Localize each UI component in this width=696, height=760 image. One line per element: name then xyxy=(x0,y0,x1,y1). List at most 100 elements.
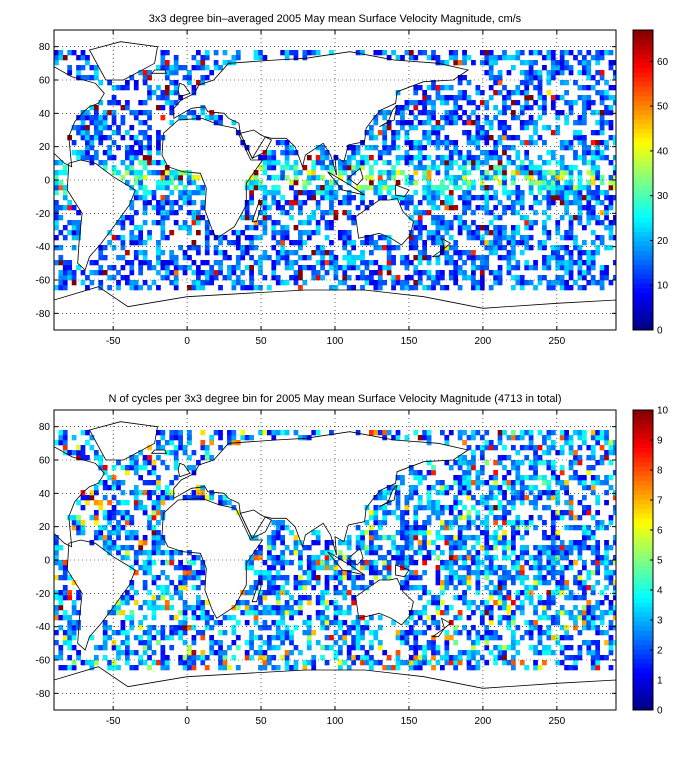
data-bin xyxy=(493,250,498,256)
data-bin xyxy=(444,565,450,571)
data-bin xyxy=(249,605,254,611)
data-bin xyxy=(111,515,117,521)
data-bin xyxy=(293,260,299,266)
data-bin xyxy=(98,115,104,121)
data-bin xyxy=(493,660,498,666)
colorbar-tick-label: 60 xyxy=(657,57,669,68)
data-bin xyxy=(475,165,481,171)
data-bin xyxy=(209,640,215,646)
data-bin xyxy=(271,230,277,236)
data-bin xyxy=(173,210,179,216)
data-bin xyxy=(58,650,64,656)
data-bin xyxy=(608,95,614,101)
data-bin xyxy=(559,275,565,281)
data-bin xyxy=(488,570,494,576)
data-bin xyxy=(510,500,516,506)
data-bin xyxy=(235,280,241,286)
data-bin xyxy=(417,630,423,636)
data-bin xyxy=(391,245,396,251)
data-bin xyxy=(386,170,392,176)
data-bin xyxy=(298,255,303,261)
data-bin xyxy=(298,230,303,236)
data-bin xyxy=(608,570,614,576)
data-bin xyxy=(613,610,616,616)
data-bin xyxy=(280,560,286,566)
data-bin xyxy=(324,155,330,161)
data-bin xyxy=(453,180,459,186)
data-bin xyxy=(89,145,95,151)
data-bin xyxy=(253,225,259,231)
data-bin xyxy=(227,430,232,436)
data-bin xyxy=(351,265,357,271)
data-bin xyxy=(417,655,423,661)
data-bin xyxy=(590,230,596,236)
data-bin xyxy=(142,155,148,161)
data-bin xyxy=(373,285,379,291)
data-bin xyxy=(298,540,303,546)
data-bin xyxy=(89,75,95,81)
data-bin xyxy=(555,620,561,626)
data-bin xyxy=(284,525,290,531)
data-bin xyxy=(453,630,459,636)
data-bin xyxy=(510,545,516,551)
data-bin xyxy=(178,265,183,271)
data-bin xyxy=(484,70,490,76)
data-bin xyxy=(493,145,498,151)
data-bin xyxy=(613,555,616,561)
data-bin xyxy=(333,615,339,621)
data-bin xyxy=(342,245,348,251)
data-bin xyxy=(466,80,472,86)
data-bin xyxy=(129,205,135,211)
data-bin xyxy=(488,635,494,641)
data-bin xyxy=(435,85,441,91)
data-bin xyxy=(235,605,241,611)
data-bin xyxy=(555,230,561,236)
data-bin xyxy=(231,640,237,646)
data-bin xyxy=(488,545,494,551)
data-bin xyxy=(559,255,565,261)
data-bin xyxy=(408,660,414,666)
data-bin xyxy=(475,590,481,596)
data-bin xyxy=(306,265,312,271)
data-bin xyxy=(178,585,183,591)
data-bin xyxy=(395,280,401,286)
data-bin xyxy=(506,205,512,211)
data-bin xyxy=(62,570,68,576)
data-bin xyxy=(404,660,410,666)
data-bin xyxy=(422,590,427,596)
data-bin xyxy=(493,115,498,121)
data-bin xyxy=(306,215,312,221)
data-bin xyxy=(515,595,521,601)
data-bin xyxy=(577,580,583,586)
data-bin xyxy=(209,495,215,501)
data-bin xyxy=(360,250,365,256)
data-bin xyxy=(413,205,419,211)
data-bin xyxy=(564,635,569,641)
data-bin xyxy=(386,110,392,116)
data-bin xyxy=(160,490,166,496)
data-bin xyxy=(493,470,498,476)
data-bin xyxy=(329,645,334,651)
x-tick-label: 100 xyxy=(327,336,344,347)
data-bin xyxy=(417,150,423,156)
data-bin xyxy=(373,660,379,666)
data-bin xyxy=(142,505,148,511)
data-bin xyxy=(329,195,334,201)
data-bin xyxy=(191,90,197,96)
data-bin xyxy=(151,545,157,551)
data-bin xyxy=(133,180,139,186)
data-bin xyxy=(573,135,578,141)
data-bin xyxy=(93,70,99,76)
data-bin xyxy=(408,180,414,186)
data-bin xyxy=(408,465,414,471)
x-tick-label: 150 xyxy=(401,336,418,347)
data-bin xyxy=(209,115,215,121)
data-bin xyxy=(298,170,303,176)
data-bin xyxy=(222,650,228,656)
data-bin xyxy=(417,525,423,531)
data-bin xyxy=(160,495,166,501)
data-bin xyxy=(586,60,592,66)
data-bin xyxy=(76,130,81,136)
data-bin xyxy=(577,220,583,226)
data-bin xyxy=(595,650,601,656)
